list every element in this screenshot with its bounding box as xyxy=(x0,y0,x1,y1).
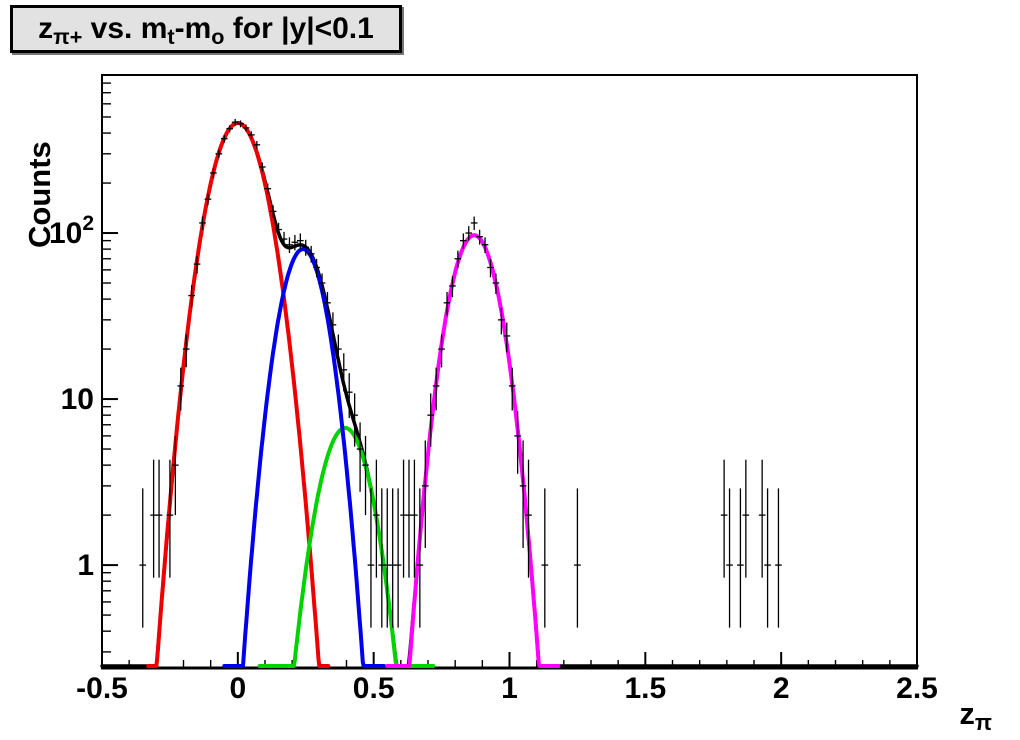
x-tick-label: 1.5 xyxy=(624,672,666,705)
x-tick-label: 1 xyxy=(501,672,518,705)
y-tick-label: 10 xyxy=(61,383,94,416)
text-segment: z xyxy=(959,696,975,731)
y-tick-label: 102 xyxy=(49,212,94,250)
x-tick-label: 2.5 xyxy=(896,672,938,705)
fit-curve-peak1-gaussian xyxy=(146,121,331,668)
y-axis-title: Counts xyxy=(22,141,57,248)
fit-curve-peak4-gaussian xyxy=(385,233,561,668)
subscript-text: π xyxy=(974,710,992,736)
text-segment: z xyxy=(38,12,54,45)
y-tick-label: 1 xyxy=(77,549,94,582)
subscript-text: t xyxy=(167,24,175,50)
x-tick-label: 0 xyxy=(229,672,246,705)
x-tick-label: 0.5 xyxy=(353,672,395,705)
fit-curve-peak2-gaussian xyxy=(222,247,386,668)
subscript-text: o xyxy=(211,24,225,50)
fit-curve-total-fit xyxy=(100,121,919,668)
text-segment: vs. m xyxy=(82,12,168,45)
x-tick-label: 2 xyxy=(773,672,790,705)
text-segment: -m xyxy=(174,12,212,45)
plot-title: zπ+ vs. mt-mo for |y|<0.1 xyxy=(38,12,374,50)
plot-title-pave: zπ+ vs. mt-mo for |y|<0.1 xyxy=(10,5,402,53)
text-segment: for |y|<0.1 xyxy=(224,12,374,45)
subscript-text: π+ xyxy=(53,24,83,50)
x-tick-label: -0.5 xyxy=(76,672,128,705)
x-axis-title: zπ xyxy=(959,696,992,736)
